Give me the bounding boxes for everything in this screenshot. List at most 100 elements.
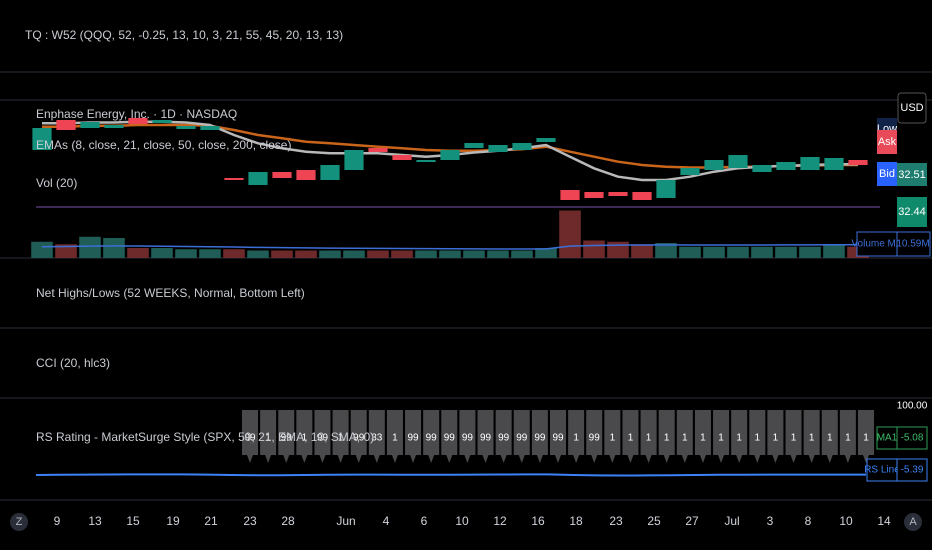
volume-bar — [247, 250, 269, 258]
rs-badge-label: 99 — [534, 433, 546, 444]
rs-badge — [278, 410, 295, 463]
rs-badge — [531, 410, 548, 463]
candle — [800, 157, 820, 170]
candle — [248, 172, 268, 185]
zoom-label[interactable]: Z — [16, 516, 23, 528]
x-tick-label: 27 — [685, 514, 699, 528]
volume-bar — [223, 249, 245, 258]
rs-badge-label: 99 — [407, 433, 419, 444]
volume-bar — [415, 250, 437, 258]
volume-bar — [823, 244, 845, 258]
rs-badge-label: 1 — [628, 433, 634, 444]
volume-bar — [79, 236, 101, 258]
indicator-label: TQ : W52 (QQQ, 52, -0.25, 13, 10, 3, 21,… — [25, 28, 343, 42]
candle — [560, 190, 580, 200]
ask-tag — [877, 130, 897, 154]
rs-badge — [386, 410, 403, 463]
rs-badge-label: 1 — [809, 433, 815, 444]
rs-badge — [622, 410, 639, 463]
rs-badge-label: 1 — [338, 433, 344, 444]
volume-bar — [607, 241, 629, 258]
ma1-value-tag — [896, 426, 928, 450]
cci-label: CCI (20, hlc3) — [36, 356, 110, 370]
volume-bar — [535, 248, 557, 258]
rs-badge-label: 1 — [664, 433, 670, 444]
rs-badge — [785, 410, 802, 463]
x-tick-label: 10 — [455, 514, 469, 528]
volume-bar — [271, 250, 293, 258]
candle — [488, 145, 508, 152]
volume-bar — [343, 250, 365, 258]
rs-badge-label: 1 — [827, 433, 833, 444]
volume-bar — [583, 240, 605, 258]
x-tick-label: 21 — [204, 514, 218, 528]
rs-badge-label: 1 — [392, 433, 398, 444]
rs-badge — [767, 410, 784, 463]
rs-label: RS Rating - MarketSurge Style (SPX, 50, … — [36, 430, 374, 444]
rs-badge-label: 1 — [736, 433, 742, 444]
zoom-button[interactable] — [10, 513, 28, 531]
rs-badge-label: 1 — [573, 433, 579, 444]
rs-badge-label: 99 — [462, 433, 474, 444]
auto-label[interactable]: A — [909, 516, 917, 528]
volume-bar — [199, 249, 221, 258]
rs-badge-label: 99 — [552, 433, 564, 444]
rs-line-value: -5.39 — [901, 465, 924, 476]
candle — [200, 126, 220, 130]
candle — [320, 165, 340, 180]
x-tick-label: Jul — [724, 514, 739, 528]
volume-bar — [103, 238, 125, 258]
rs-badge — [368, 410, 385, 463]
currency-button[interactable] — [897, 92, 927, 124]
candle — [368, 148, 388, 152]
rs-badge — [821, 410, 838, 463]
candle — [704, 160, 724, 170]
rs-badge — [405, 410, 422, 463]
rs-badge — [550, 410, 566, 463]
rs-badge — [513, 410, 530, 463]
currency[interactable]: USD — [900, 102, 923, 114]
rs-badge-label: 99 — [444, 433, 456, 444]
rs-line-label: RS Line — [864, 465, 900, 476]
last-price: 32.44 — [898, 206, 926, 218]
rs-badge — [731, 410, 748, 463]
ema-label: EMAs (8, close, 21, close, 50, close, 20… — [36, 138, 291, 152]
rs-badge-label: 99 — [317, 433, 329, 444]
rs-badge — [713, 410, 730, 463]
x-tick-label: 15 — [126, 514, 140, 528]
rs-badge-label: 99 — [480, 433, 492, 444]
x-tick-label: 6 — [421, 514, 428, 528]
volume-ma-value-tag — [896, 231, 931, 257]
symbol-label: Enphase Energy, Inc. · 1D · NASDAQ — [36, 107, 237, 121]
candle — [296, 170, 316, 180]
candle — [536, 138, 556, 142]
volume-bar — [631, 244, 653, 258]
bid-price-tag — [897, 163, 927, 186]
volume-bar — [439, 250, 461, 258]
rs-badge — [296, 410, 313, 463]
auto-button[interactable] — [904, 513, 922, 531]
rs-badge-label: 99 — [426, 433, 438, 444]
candle — [584, 192, 604, 198]
x-tick-label: 23 — [609, 514, 623, 528]
volume-bar — [175, 249, 197, 258]
rs-badge-label: 99 — [516, 433, 528, 444]
candle — [104, 125, 124, 128]
volume-bar — [799, 246, 821, 258]
volume-bar — [127, 248, 149, 258]
candle — [824, 158, 844, 170]
rs-badge-label: 1 — [791, 433, 797, 444]
volume-bar — [679, 246, 701, 258]
x-tick-label: 18 — [569, 514, 583, 528]
ma1-value: -5.08 — [901, 433, 924, 444]
x-tick-label: 16 — [531, 514, 545, 528]
x-tick-label: 28 — [281, 514, 295, 528]
x-tick-label: 10 — [839, 514, 853, 528]
rs-top: 100.00 — [897, 401, 928, 412]
rs-badge-label: 99 — [244, 433, 256, 444]
rs-badge — [350, 410, 367, 463]
x-tick-label: 8 — [805, 514, 812, 528]
candle — [224, 178, 244, 180]
rs-badge — [640, 410, 657, 463]
